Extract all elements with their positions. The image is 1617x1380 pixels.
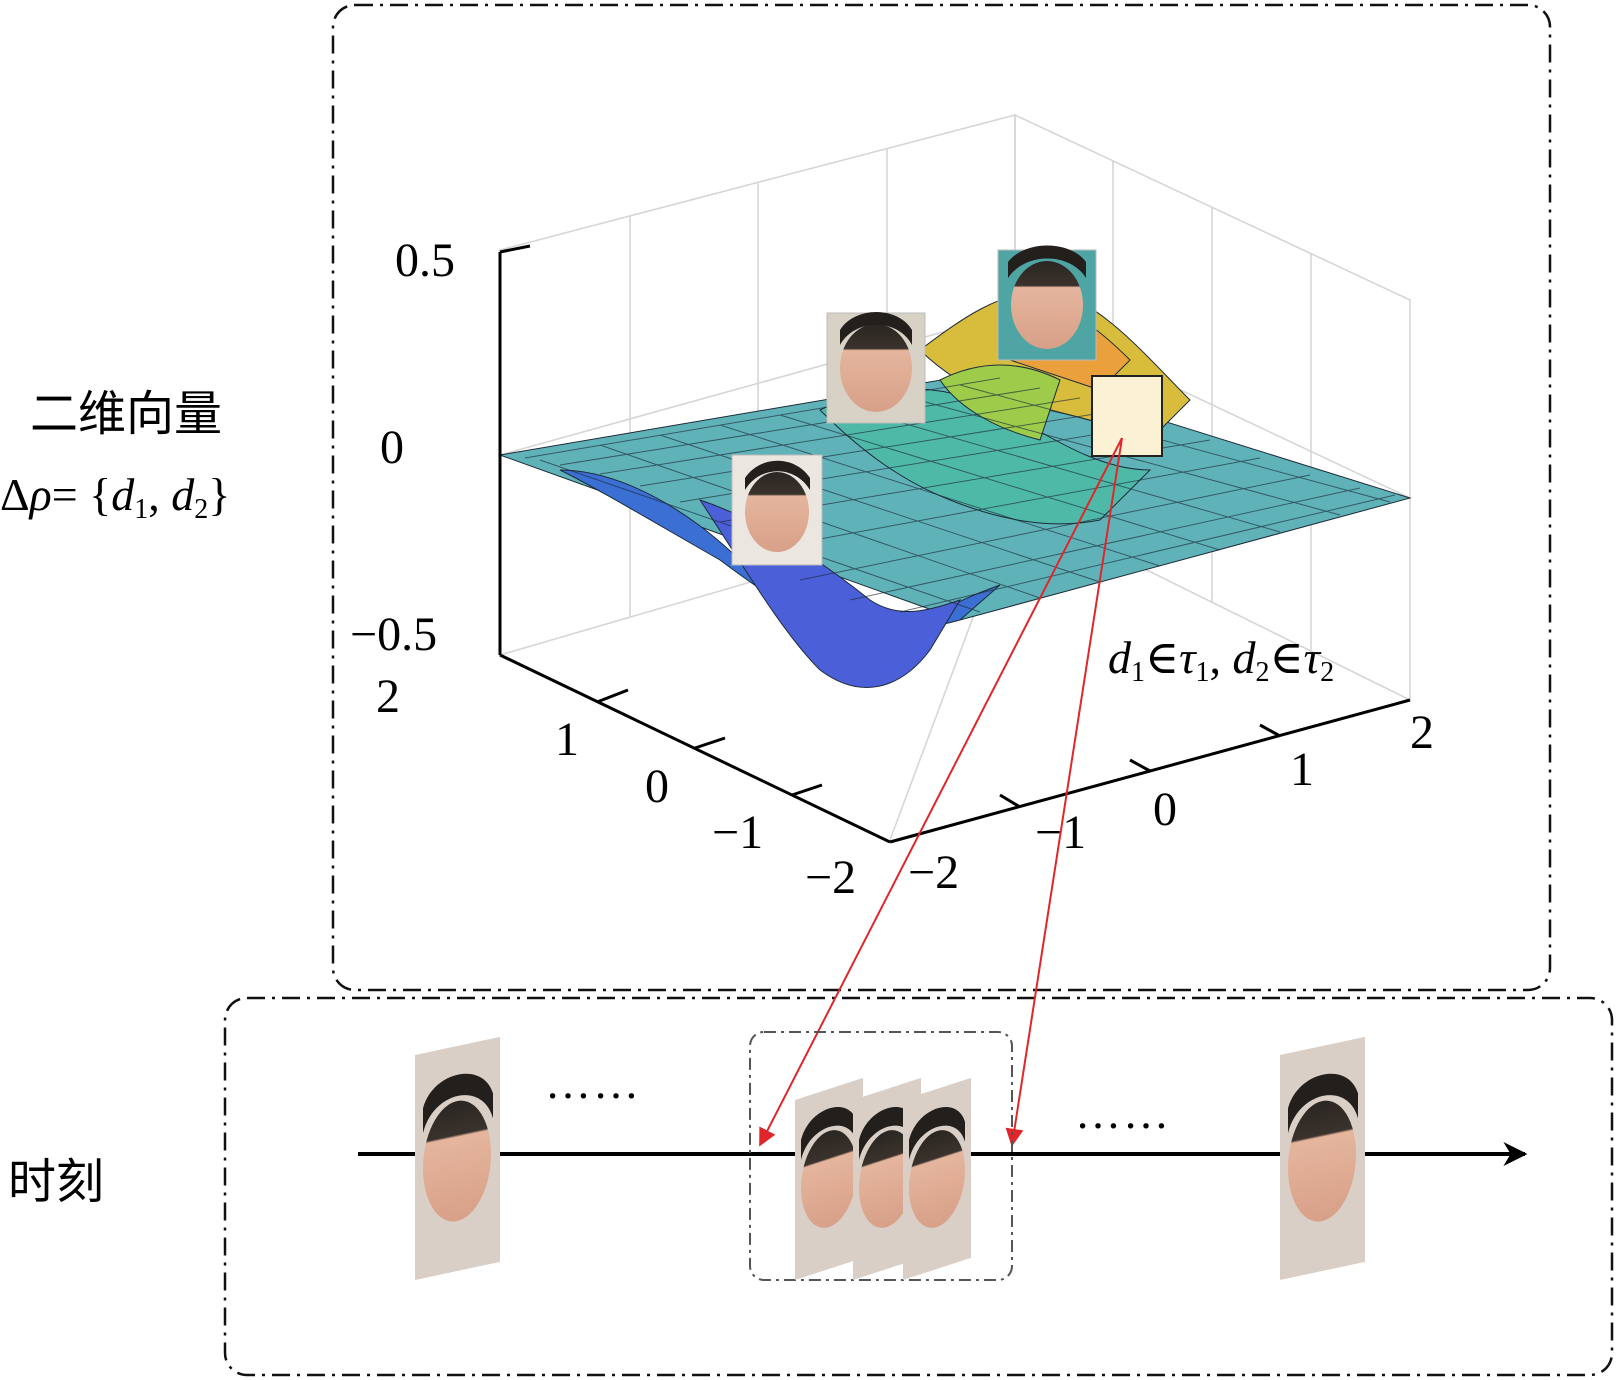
z-tick: 0.5 — [395, 234, 455, 287]
time-label: 时刻 — [8, 1154, 104, 1210]
domain-label: d1∈τ1, d2∈τ2 — [1108, 632, 1334, 688]
ellipsis-left: …… — [545, 1057, 641, 1108]
x-tick: 0 — [645, 760, 669, 813]
selected-point-square — [1091, 375, 1163, 457]
y-tick: 1 — [1290, 743, 1314, 796]
timeline-frame-selected-3 — [903, 1077, 971, 1280]
surface-plot — [498, 289, 1412, 688]
z-tick-labels: 0.5 0 −0.5 — [350, 234, 455, 661]
y-tick: 2 — [1410, 706, 1434, 759]
red-arrow-right — [1005, 437, 1123, 1147]
timeline-frame-first — [415, 1036, 500, 1280]
vector-title: 二维向量 — [30, 386, 222, 442]
surface-face-high — [997, 245, 1097, 361]
x-tick: −2 — [805, 851, 856, 904]
x-tick: 1 — [555, 713, 579, 766]
y-tick: 0 — [1153, 783, 1177, 836]
surface-panel-frame — [331, 3, 1552, 992]
axis-lines — [498, 244, 1411, 844]
z-tick: −0.5 — [350, 608, 437, 661]
ellipsis-right: …… — [1075, 1087, 1171, 1138]
timeline-panel-frame — [223, 996, 1614, 1377]
timeline-frame-last — [1280, 1036, 1365, 1280]
y-tick: −2 — [908, 846, 959, 899]
vector-formula: Δρ= {d1, d2} — [0, 469, 230, 525]
x-tick: 2 — [376, 670, 400, 723]
surface-face-mid — [826, 312, 926, 424]
selected-frames-box — [749, 1031, 1013, 1281]
red-arrow-left — [759, 437, 1123, 1147]
surface-face-low — [731, 454, 823, 566]
x-tick-labels: 2 1 0 −1 −2 — [376, 670, 856, 904]
x-tick: −1 — [712, 806, 763, 859]
z-tick: 0 — [380, 421, 404, 474]
y-tick-labels: −2 −1 0 1 2 — [908, 706, 1434, 899]
timeline-frame-selected-1 — [795, 1077, 863, 1280]
